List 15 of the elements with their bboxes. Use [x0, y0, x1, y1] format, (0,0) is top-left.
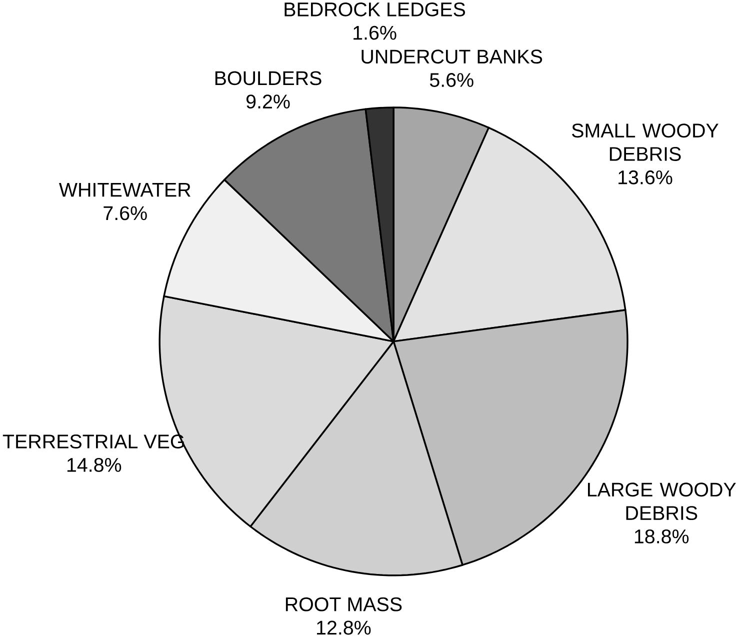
slice-label: LARGE WOODY DEBRIS	[588, 482, 736, 520]
data-label: 14.8%	[67, 458, 122, 472]
slice-label: BOULDERS	[215, 71, 322, 86]
data-label: 13.6%	[618, 170, 672, 184]
data-label: 18.8%	[634, 529, 689, 544]
data-label: 12.8%	[317, 620, 371, 635]
slice-label: UNDERCUT BANKS	[362, 50, 542, 64]
data-label: 1.6%	[354, 26, 396, 40]
slice-label: WHITEWATER	[59, 182, 190, 197]
slice-label: SMALL WOODY DEBRIS	[572, 124, 718, 161]
data-label: 9.2%	[246, 94, 290, 108]
slice-label: ROOT MASS	[286, 597, 402, 612]
slice-label: BEDROCK LEDGES	[284, 2, 466, 16]
data-label: 5.6%	[430, 72, 474, 87]
data-label: 7.6%	[104, 206, 147, 220]
